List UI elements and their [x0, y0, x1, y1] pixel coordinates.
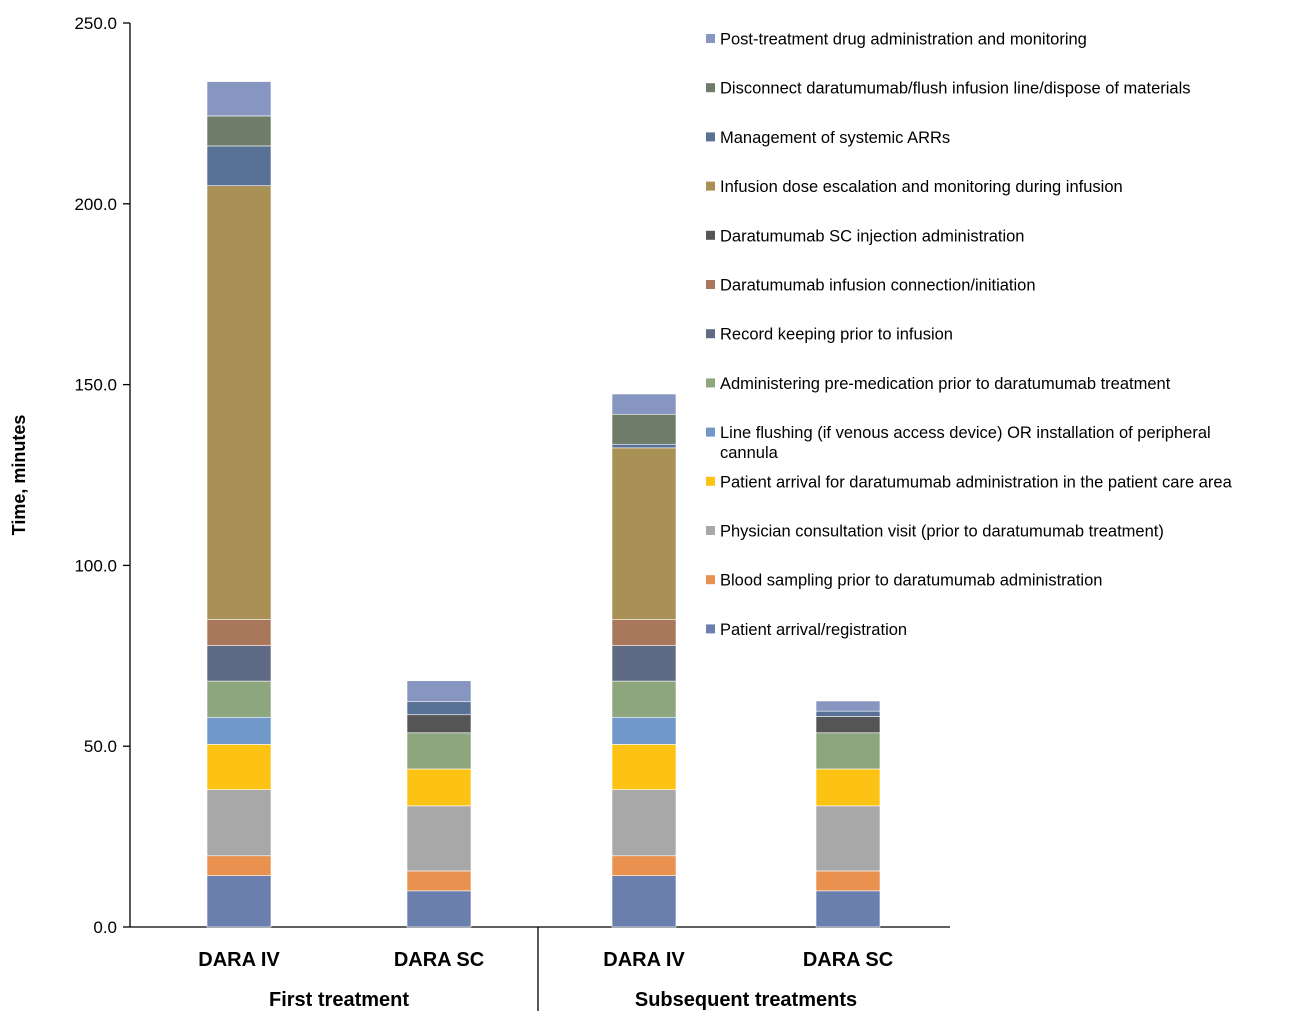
- bar-segment: [406, 680, 472, 703]
- bar-segment: [206, 744, 272, 790]
- legend: Post-treatment drug administration and m…: [706, 31, 1233, 639]
- bar-segment: [206, 185, 272, 620]
- bar-segment: [815, 870, 881, 892]
- legend-swatch: [706, 378, 715, 388]
- legend-label: Infusion dose escalation and monitoring …: [720, 178, 1123, 196]
- legend-swatch: [706, 329, 715, 339]
- axes: Time, minutes: [9, 23, 950, 1011]
- legend-label: Patient arrival/registration: [720, 621, 907, 639]
- group-label: Subsequent treatments: [635, 989, 857, 1011]
- bar-segment: [611, 789, 677, 857]
- category-labels: DARA IV DARA SC DARA IV DARA SC: [198, 949, 893, 971]
- legend-label: Daratumumab infusion connection/initiati…: [720, 277, 1036, 295]
- legend-swatch: [706, 526, 715, 535]
- x-tick-label: DARA SC: [803, 949, 893, 971]
- y-tick-label: 250.0: [74, 14, 117, 33]
- bar-segment: [611, 413, 677, 445]
- legend-swatch: [706, 83, 715, 93]
- bar-segment: [206, 145, 272, 187]
- legend-swatch: [706, 280, 715, 289]
- bar-segment: [206, 81, 272, 117]
- bar-segment: [206, 875, 272, 928]
- bar-segment: [406, 701, 472, 716]
- bar-segment: [206, 115, 272, 147]
- x-tick-label: DARA SC: [394, 949, 484, 971]
- bar-segment: [611, 645, 677, 682]
- bar-segment: [406, 714, 472, 734]
- bar-segment: [611, 744, 677, 790]
- bar-segment: [611, 443, 677, 449]
- bar-segment: [206, 619, 272, 646]
- bar-segment: [611, 447, 677, 620]
- legend-label: Management of systemic ARRs: [720, 129, 950, 147]
- y-tick-label: 100.0: [74, 556, 117, 575]
- bar-segment: [815, 805, 881, 872]
- bar-segment: [815, 710, 881, 717]
- y-ticks: 0.0 50.0 100.0 150.0 200.0 250.0: [74, 14, 130, 937]
- legend-label: Disconnect daratumumab/flush infusion li…: [720, 80, 1191, 98]
- legend-label: Blood sampling prior to daratumumab admi…: [720, 572, 1102, 590]
- bar-segment: [611, 393, 677, 415]
- legend-swatch: [706, 230, 715, 240]
- bar-segment: [611, 680, 677, 718]
- legend-label: Record keeping prior to infusion: [720, 326, 953, 344]
- y-tick-label: 200.0: [74, 195, 117, 214]
- legend-label: Daratumumab SC injection administration: [720, 227, 1024, 245]
- legend-swatch: [706, 181, 715, 191]
- x-tick-label: DARA IV: [603, 949, 685, 971]
- bars: [206, 81, 881, 928]
- legend-label: Post-treatment drug administration and m…: [720, 31, 1087, 49]
- legend-label: Physician consultation visit (prior to d…: [720, 523, 1164, 541]
- bar-segment: [206, 680, 272, 718]
- group-labels: First treatment Subsequent treatments: [269, 989, 857, 1011]
- bar-segment: [206, 855, 272, 876]
- y-tick-label: 0.0: [93, 918, 117, 937]
- group-label: First treatment: [269, 989, 409, 1011]
- legend-swatch: [706, 624, 715, 634]
- bar-segment: [206, 716, 272, 745]
- bar-segment: [815, 890, 881, 928]
- bar-segment: [206, 645, 272, 682]
- bar-segment: [406, 805, 472, 872]
- legend-label: Administering pre-medication prior to da…: [720, 375, 1171, 393]
- bar-segment: [611, 716, 677, 745]
- legend-swatch: [706, 132, 715, 142]
- bar-segment: [815, 768, 881, 807]
- legend-swatch: [706, 476, 715, 486]
- bar-segment: [406, 768, 472, 807]
- bar-segment: [406, 732, 472, 770]
- legend-label: Patient arrival for daratumumab administ…: [720, 473, 1233, 491]
- bar-segment: [406, 890, 472, 928]
- bar-segment: [611, 619, 677, 646]
- bar-segment: [406, 870, 472, 892]
- bar-segment: [815, 732, 881, 770]
- bar-segment: [815, 700, 881, 712]
- y-axis-title: Time, minutes: [9, 415, 29, 536]
- legend-label: Line flushing (if venous access device) …: [720, 424, 1211, 462]
- legend-swatch: [706, 427, 715, 437]
- x-tick-label: DARA IV: [198, 949, 280, 971]
- bar-segment: [611, 875, 677, 928]
- bar-segment: [611, 855, 677, 876]
- bar-segment: [815, 716, 881, 734]
- bar-segment: [206, 789, 272, 857]
- legend-swatch: [706, 34, 715, 43]
- legend-swatch: [706, 575, 715, 585]
- y-tick-label: 50.0: [84, 737, 117, 756]
- y-tick-label: 150.0: [74, 376, 117, 395]
